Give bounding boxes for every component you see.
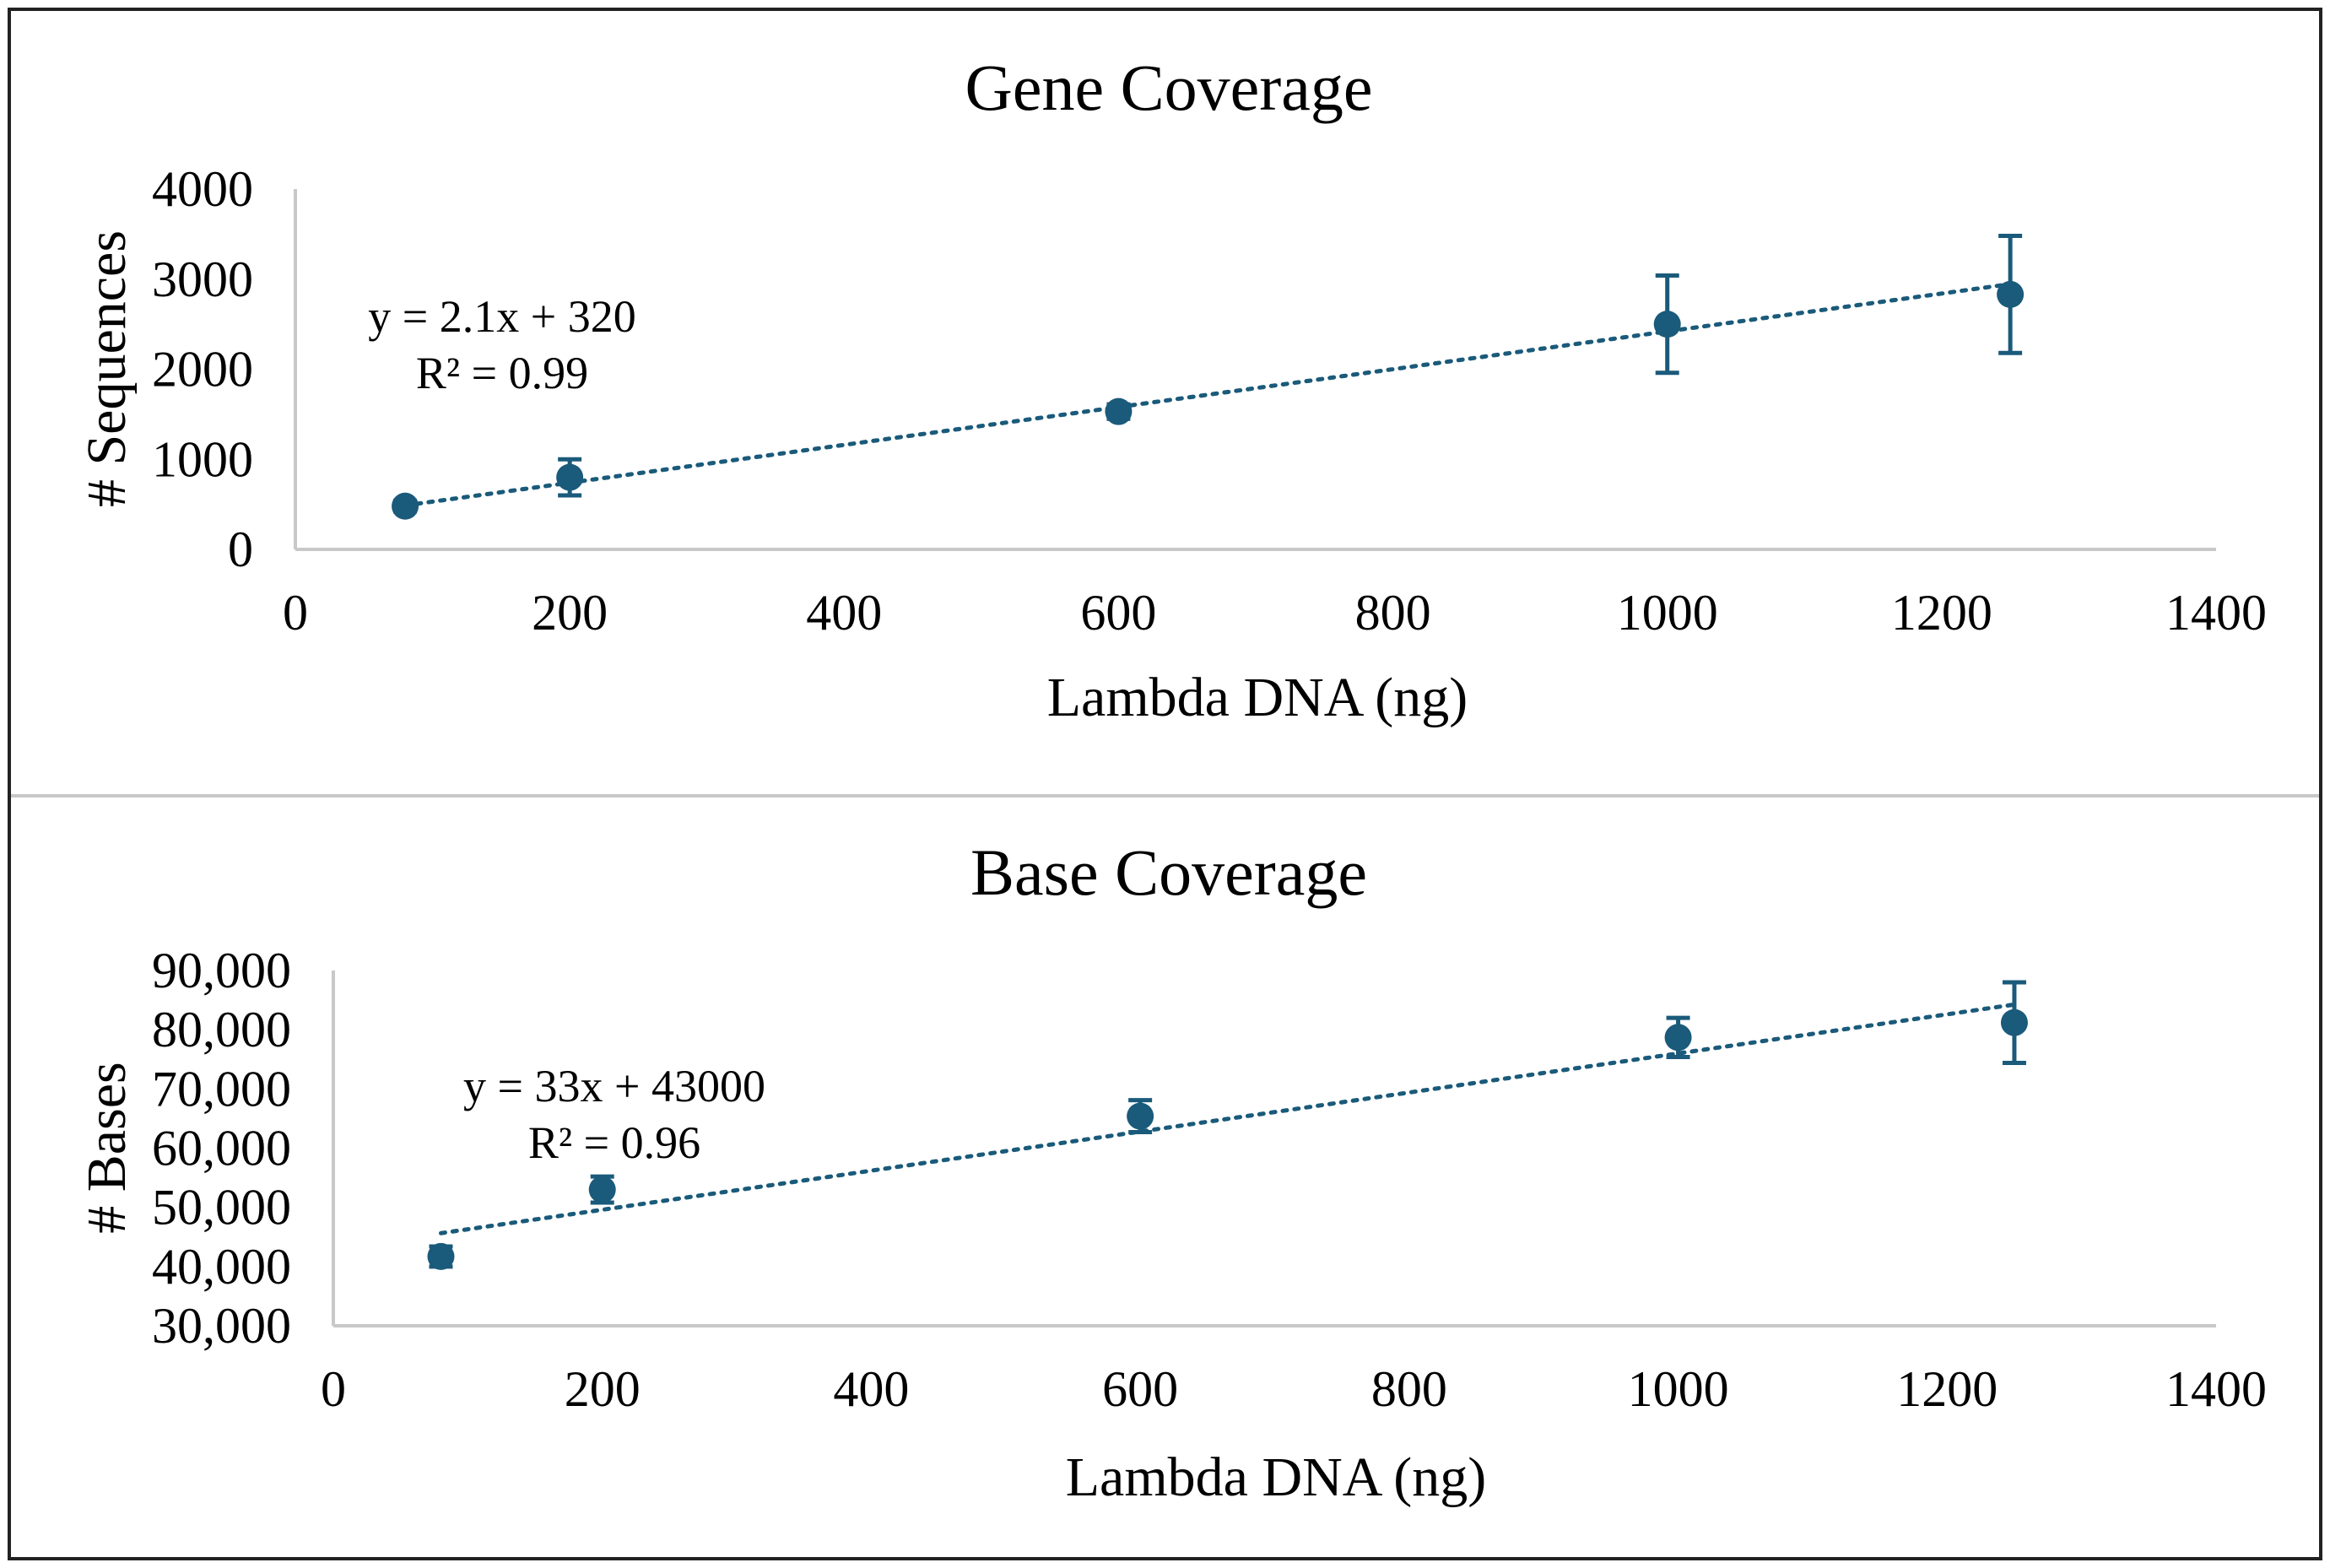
x-tick-label: 800 <box>1371 1361 1447 1417</box>
y-tick-labels: 0 1000 2000 3000 4000 <box>152 161 253 577</box>
y-tick-label: 90,000 <box>152 943 291 998</box>
data-point <box>427 1242 455 1270</box>
x-tick-label: 0 <box>321 1361 346 1417</box>
y-tick-label: 80,000 <box>152 1002 291 1057</box>
base-coverage-chart: Base Coverage # Bases Lambda DNA (ng) y … <box>76 835 2267 1508</box>
trendline-path <box>438 1002 2017 1235</box>
data-point <box>2000 1008 2028 1036</box>
x-tick-label: 0 <box>283 585 308 641</box>
data-point <box>1105 397 1133 425</box>
x-tick-label: 600 <box>1080 585 1156 641</box>
x-tick-label: 1000 <box>1617 585 1718 641</box>
trendline-r-squared: R² = 0.99 <box>416 348 588 398</box>
y-axis-title: # Bases <box>76 1062 138 1233</box>
x-axis-title: Lambda DNA (ng) <box>1066 1446 1487 1508</box>
data-point <box>1664 1024 1692 1052</box>
y-tick-label: 0 <box>228 522 253 577</box>
gene-coverage-chart: Gene Coverage # Sequences Lambda DNA (ng… <box>76 51 2267 728</box>
x-tick-label: 1400 <box>2165 1361 2267 1417</box>
data-point <box>1127 1102 1154 1130</box>
data-points <box>427 1008 2028 1270</box>
y-tick-label: 30,000 <box>152 1298 291 1354</box>
x-tick-labels: 0 200 400 600 800 1000 1200 1400 <box>321 1361 2267 1417</box>
x-tick-label: 1400 <box>2165 585 2267 641</box>
x-tick-label: 200 <box>532 585 608 641</box>
trendline-equation: y = 33x + 43000 <box>463 1061 765 1111</box>
x-tick-label: 400 <box>833 1361 909 1417</box>
trendline-path <box>403 282 2013 508</box>
axis-lines <box>332 971 2216 1327</box>
trendline <box>438 1002 2017 1235</box>
trendline-equation: y = 2.1x + 320 <box>368 291 635 342</box>
data-point <box>392 492 419 520</box>
x-tick-label: 1000 <box>1628 1361 1729 1417</box>
y-tick-label: 40,000 <box>152 1239 291 1295</box>
data-points <box>392 280 2025 520</box>
y-axis-title: # Sequences <box>76 230 138 507</box>
y-tick-label: 2000 <box>152 342 253 397</box>
y-tick-label: 60,000 <box>152 1121 291 1176</box>
y-tick-labels: 30,00040,00050,00060,00070,00080,00090,0… <box>152 943 291 1354</box>
data-point <box>1997 280 2025 308</box>
x-tick-label: 400 <box>806 585 882 641</box>
y-tick-label: 3000 <box>152 251 253 307</box>
x-tick-label: 200 <box>565 1361 641 1417</box>
y-tick-label: 50,000 <box>152 1180 291 1235</box>
chart-title: Gene Coverage <box>965 51 1373 124</box>
data-point <box>556 463 584 491</box>
x-axis-title: Lambda DNA (ng) <box>1047 667 1468 728</box>
chart-title: Base Coverage <box>970 835 1367 909</box>
y-tick-label: 4000 <box>152 161 253 217</box>
y-tick-label: 1000 <box>152 431 253 487</box>
x-tick-label: 1200 <box>1896 1361 1998 1417</box>
x-tick-label: 1200 <box>1891 585 1992 641</box>
x-tick-labels: 0 200 400 600 800 1000 1200 1400 <box>283 585 2267 641</box>
axis-lines <box>294 189 2216 551</box>
trendline <box>403 282 2013 508</box>
data-point <box>588 1176 616 1203</box>
data-point <box>1653 311 1681 338</box>
x-tick-label: 600 <box>1102 1361 1178 1417</box>
figure-border <box>8 8 2322 1560</box>
trendline-r-squared: R² = 0.96 <box>528 1117 700 1168</box>
y-tick-label: 70,000 <box>152 1061 291 1117</box>
x-tick-label: 800 <box>1355 585 1431 641</box>
